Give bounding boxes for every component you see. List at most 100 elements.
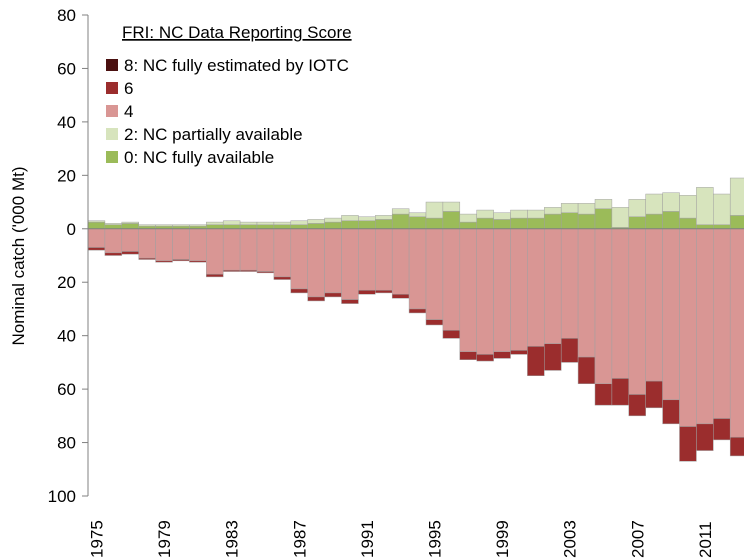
bar-segment (476, 217, 494, 230)
legend-label: 2: NC partially available (124, 125, 303, 144)
bar-segment (577, 203, 596, 215)
legend-swatch (106, 59, 118, 71)
y-tick-label: 20 (57, 273, 76, 292)
bar-segment (273, 221, 292, 226)
bar-segment (560, 338, 579, 363)
bar-segment (408, 216, 427, 230)
bar-segment (121, 221, 139, 224)
bar-segment (493, 212, 511, 220)
bar-segment (493, 219, 511, 230)
bar-segment (662, 192, 680, 212)
bar-segment (476, 209, 494, 219)
bar-segment (121, 251, 139, 255)
bar-segment (239, 224, 258, 230)
bar-segment (594, 208, 613, 230)
bar-segment (696, 228, 714, 425)
bar-segment (577, 356, 596, 385)
x-tick-label: 1987 (290, 520, 309, 558)
bar-segment (713, 224, 731, 230)
bar-segment (104, 224, 123, 230)
bar-segment (155, 228, 173, 262)
bar-segment (594, 383, 613, 406)
bar-segment (510, 350, 528, 355)
bar-segment (222, 269, 241, 272)
x-tick-label: 2011 (696, 521, 715, 558)
bar-segment (628, 394, 646, 417)
bar-segment (408, 212, 427, 218)
bar-segment (358, 216, 376, 222)
x-tick-label: 1983 (223, 520, 242, 558)
bar-segment (729, 228, 744, 438)
legend-swatch (106, 105, 118, 117)
bar-segment (341, 228, 359, 300)
bar-segment (459, 213, 477, 223)
bar-segment (594, 228, 613, 385)
bar-segment (594, 199, 613, 209)
bar-segment (121, 228, 139, 252)
bar-segment (510, 228, 528, 351)
bar-segment (391, 293, 410, 299)
bar-segment (138, 257, 156, 260)
bar-segment (358, 220, 376, 230)
bar-segment (391, 213, 410, 230)
bar-segment (713, 193, 731, 226)
x-tick-label: 2003 (561, 520, 580, 558)
bar-segment (222, 228, 241, 271)
bar-segment (476, 354, 494, 362)
bar-segment (375, 228, 393, 291)
bar-segment (273, 228, 292, 278)
legend-swatch (106, 128, 118, 140)
x-tick-label: 1999 (493, 520, 512, 558)
bar-segment (628, 216, 646, 230)
bar-segment (696, 224, 714, 230)
bar-segment (493, 351, 511, 359)
bar-segment (189, 260, 207, 263)
bar-segment (375, 289, 393, 294)
bar-segment (713, 418, 731, 441)
bar-segment (510, 209, 528, 219)
bar-segment (239, 228, 258, 271)
bar-segment (239, 269, 258, 272)
bar-segment (510, 217, 528, 230)
bar-segment (256, 228, 275, 272)
bar-segment (87, 228, 106, 248)
bar-segment (324, 221, 342, 230)
bar-segment (544, 343, 562, 371)
x-tick-label: 1979 (155, 520, 174, 558)
bar-segment (256, 224, 275, 230)
bar-segment (189, 224, 207, 227)
bar-segment (527, 346, 545, 377)
y-tick-label: 40 (57, 327, 76, 346)
bar-segment (544, 207, 562, 215)
bar-segment (425, 319, 444, 326)
y-tick-label: 0 (67, 220, 76, 239)
bar-segment (696, 187, 714, 226)
bar-segment (611, 228, 630, 379)
bar-segment (290, 228, 308, 290)
bar-segment (189, 228, 207, 262)
bar-segment (611, 207, 630, 228)
bar-segment (391, 228, 410, 295)
bar-segment (476, 228, 494, 355)
bar-segment (442, 228, 461, 331)
bar-segment (527, 228, 545, 347)
bar-segment (87, 221, 106, 230)
bar-segment (442, 330, 461, 339)
bar-segment (544, 228, 562, 344)
bar-segment (121, 223, 139, 230)
bar-segment (273, 276, 292, 280)
bar-segment (256, 271, 275, 274)
bar-segment (307, 228, 325, 298)
bar-segment (425, 201, 444, 219)
bar-segment (527, 209, 545, 219)
legend-label: 8: NC fully estimated by IOTC (124, 56, 349, 75)
bar-segment (729, 215, 744, 230)
bar-segment (87, 247, 106, 251)
bar-segment (729, 177, 744, 216)
bar-segment (222, 224, 241, 230)
x-tick-label: 1991 (358, 520, 377, 558)
bar-segment (172, 259, 190, 262)
bar-segment (290, 288, 308, 294)
bar-segment (459, 228, 477, 352)
bar-segment (155, 224, 173, 227)
